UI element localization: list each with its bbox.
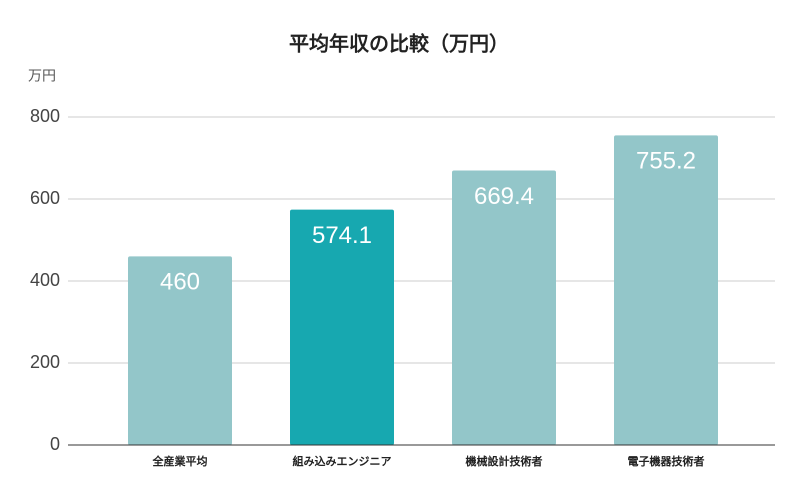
x-tick-label: 機械設計技術者 (466, 454, 543, 468)
bar (290, 209, 394, 445)
data-label: 669.4 (474, 183, 534, 210)
y-tick-label: 600 (30, 188, 60, 208)
x-tick-label: 全産業平均 (152, 454, 208, 468)
data-label: 574.1 (312, 222, 372, 249)
x-tick-label: 電子機器技術者 (628, 454, 705, 468)
y-tick-label: 800 (30, 106, 60, 126)
bar (614, 135, 718, 446)
y-tick-label: 0 (50, 434, 60, 454)
bar (128, 256, 232, 445)
y-tick-label: 200 (30, 352, 60, 372)
chart-title: 平均年収の比較（万円） (289, 31, 509, 55)
bar (452, 170, 556, 445)
y-axis-unit: 万円 (28, 68, 56, 84)
y-tick-label: 400 (30, 270, 60, 290)
data-label: 755.2 (636, 148, 696, 175)
x-tick-label: 組み込みエンジニア (293, 454, 392, 468)
data-label: 460 (160, 269, 200, 296)
